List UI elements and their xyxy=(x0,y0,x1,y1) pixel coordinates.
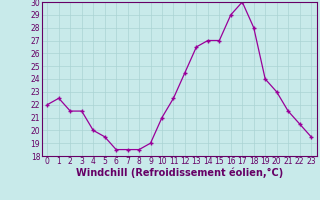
X-axis label: Windchill (Refroidissement éolien,°C): Windchill (Refroidissement éolien,°C) xyxy=(76,168,283,178)
